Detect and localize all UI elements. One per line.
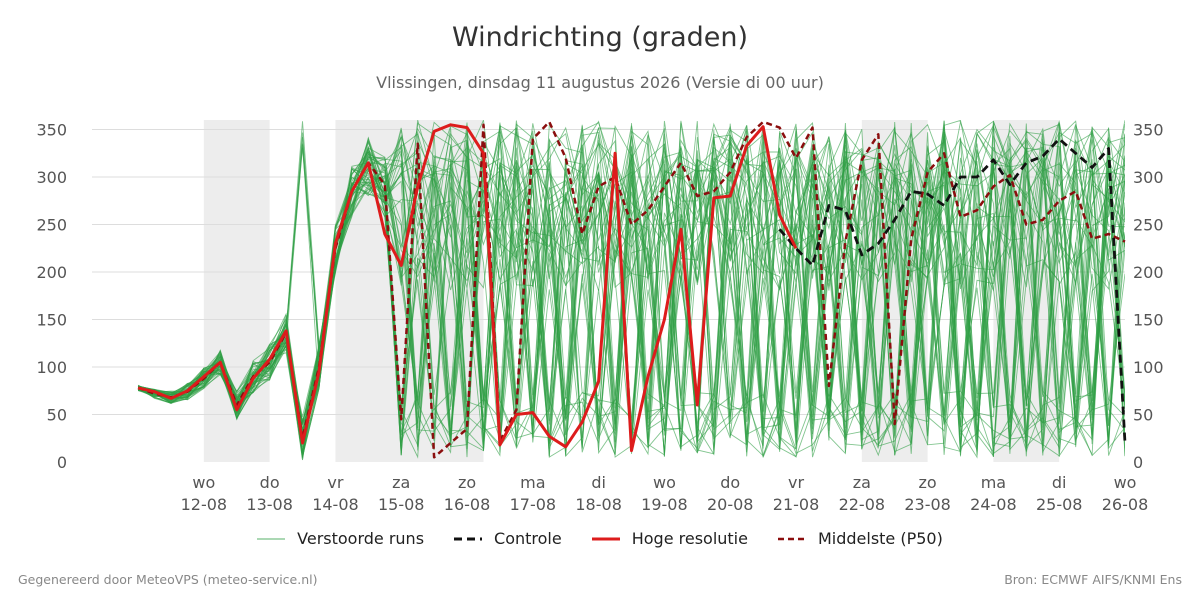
x-tick-date: 25-08 [1036, 495, 1083, 514]
legend-label-control: Controle [494, 529, 562, 548]
x-tick-date: 20-08 [707, 495, 754, 514]
y-tick-label-left: 300 [36, 168, 67, 187]
y-tick-label-left: 150 [36, 311, 67, 330]
x-tick-day: za [853, 473, 871, 492]
y-tick-label-right: 200 [1133, 263, 1164, 282]
ensemble-members [137, 120, 1125, 461]
legend-label-ensemble: Verstoorde runs [297, 529, 425, 548]
series-line-control [778, 137, 1127, 444]
x-tick-day: za [392, 473, 410, 492]
legend-item-ensemble: Verstoorde runs [257, 529, 424, 548]
x-tick-date: 23-08 [904, 495, 951, 514]
x-tick-date: 24-08 [970, 495, 1017, 514]
x-tick-day: do [720, 473, 740, 492]
x-tick-day: wo [1114, 473, 1137, 492]
legend-item-control: Controle [454, 529, 562, 548]
x-tick-day: zo [919, 473, 937, 492]
y-tick-label-left: 200 [36, 263, 67, 282]
y-tick-label-right: 250 [1133, 216, 1164, 235]
x-tick-day: di [591, 473, 606, 492]
x-tick-date: 26-08 [1102, 495, 1149, 514]
y-tick-label-right: 100 [1133, 358, 1164, 377]
legend-swatch-hires [591, 537, 620, 540]
legend-label-hires: Hoge resolutie [631, 529, 748, 548]
x-tick-date: 19-08 [641, 495, 688, 514]
y-tick-label-right: 50 [1133, 406, 1153, 425]
y-tick-label-right: 0 [1133, 453, 1143, 472]
legend-swatch-median [777, 537, 806, 540]
legend-item-median: Middelste (P50) [777, 529, 943, 548]
x-tick-date: 17-08 [510, 495, 557, 514]
y-tick-label-left: 50 [47, 406, 67, 425]
footer-source: Bron: ECMWF AIFS/KNMI Ens [1004, 572, 1182, 587]
legend-label-median: Middelste (P50) [817, 529, 943, 548]
y-tick-label-right: 300 [1133, 168, 1164, 187]
y-tick-label-left: 0 [57, 453, 67, 472]
series-line-hires [137, 123, 798, 453]
ensemble-member-line [137, 126, 1125, 461]
ensemble-member-line [137, 125, 1125, 454]
x-tick-day: vr [788, 473, 804, 492]
chart-title: Windrichting (graden) [451, 22, 749, 53]
wind-direction-chart: 0 0 50 50 100 100 150 150 200 200 250 250 300 300 350 3… [36, 120, 1164, 514]
y-tick-label-left: 250 [36, 216, 67, 235]
x-tick-date: 21-08 [773, 495, 820, 514]
x-tick-day: ma [981, 473, 1006, 492]
x-tick-day: vr [327, 473, 343, 492]
legend-swatch-ensemble [257, 538, 286, 539]
ensemble-member-line [137, 120, 1125, 448]
ensemble-member-line [138, 127, 1125, 454]
x-tick-date: 13-08 [246, 495, 293, 514]
x-tick-date: 12-08 [181, 495, 228, 514]
y-tick-label-left: 100 [36, 358, 67, 377]
x-tick-day: wo [653, 473, 676, 492]
ensemble-member-line [137, 122, 1125, 456]
x-tick-day: zo [458, 473, 476, 492]
ensemble-member-line [137, 126, 1125, 447]
x-tick-day: di [1052, 473, 1067, 492]
legend-swatch-control [454, 537, 483, 540]
footer-generator: Gegenereerd door MeteoVPS (meteo-service… [18, 572, 318, 587]
legend: Verstoorde runs Controle Hoge resolutie … [0, 529, 1200, 548]
x-tick-day: wo [192, 473, 215, 492]
x-tick-day: do [260, 473, 280, 492]
x-tick-date: 18-08 [575, 495, 622, 514]
chart-subtitle: Vlissingen, dinsdag 11 augustus 2026 (Ve… [376, 73, 824, 92]
y-tick-label-right: 150 [1133, 311, 1164, 330]
x-tick-date: 15-08 [378, 495, 425, 514]
legend-item-hires: Hoge resolutie [591, 529, 748, 548]
x-tick-date: 16-08 [444, 495, 491, 514]
x-tick-day: ma [520, 473, 545, 492]
y-tick-label-left: 350 [36, 121, 67, 140]
ensemble-member-line [137, 120, 1125, 452]
x-tick-date: 14-08 [312, 495, 359, 514]
x-tick-date: 22-08 [839, 495, 886, 514]
y-tick-label-right: 350 [1133, 121, 1164, 140]
